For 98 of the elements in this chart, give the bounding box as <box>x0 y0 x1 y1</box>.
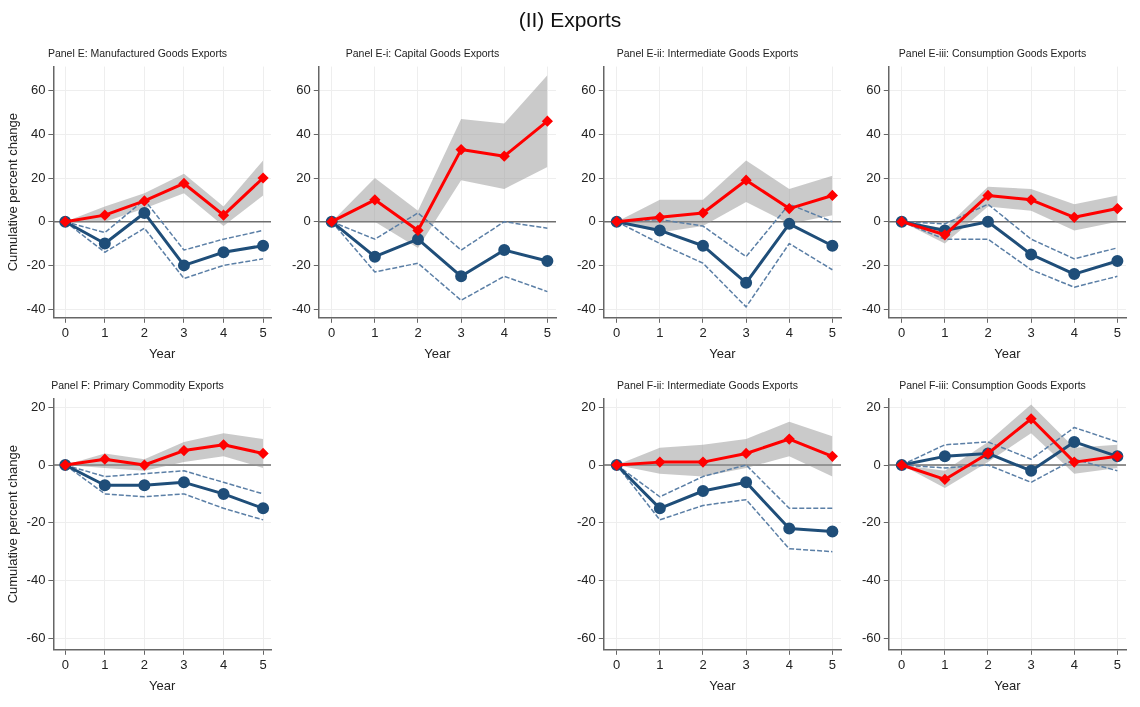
x-axis-title: Year <box>424 345 452 361</box>
x-tick-label: 4 <box>785 325 793 341</box>
x-tick-label: 2 <box>699 657 707 673</box>
x-tick-label: 2 <box>984 657 992 673</box>
y-tick-label: 40 <box>866 125 881 141</box>
x-axis-title: Year <box>709 677 737 693</box>
x-tick-label: 1 <box>941 657 949 673</box>
chart-title: Panel E-ii: Intermediate Goods Exports <box>616 47 799 60</box>
x-tick-label: 4 <box>785 657 793 673</box>
x-tick-label: 5 <box>259 657 267 673</box>
chart-title: Panel E: Manufactured Goods Exports <box>47 47 228 60</box>
y-tick-label: -40 <box>576 300 596 316</box>
x-tick-label: 3 <box>180 325 188 341</box>
chart-title: Panel E-i: Capital Goods Exports <box>345 47 500 60</box>
y-tick-label: 20 <box>866 169 881 185</box>
x-tick-label: 1 <box>656 325 664 341</box>
x-tick-label: 5 <box>1113 657 1121 673</box>
y-tick-label: 0 <box>588 213 596 229</box>
chart-title: Panel E-iii: Consumption Goods Exports <box>898 47 1087 60</box>
x-tick-label: 5 <box>543 325 551 341</box>
x-axis-title: Year <box>149 345 176 361</box>
x-tick-label: 3 <box>1027 325 1035 341</box>
x-tick-label: 5 <box>1113 325 1121 341</box>
y-tick-label: -40 <box>576 572 596 588</box>
y-tick-label: 20 <box>581 398 596 414</box>
x-tick-label: 5 <box>828 657 836 673</box>
x-tick-label: 1 <box>101 657 109 673</box>
y-tick-label: 60 <box>30 82 46 98</box>
x-tick-label: 1 <box>101 325 109 341</box>
x-tick-label: 3 <box>180 657 188 673</box>
text: (II) Exports <box>517 8 623 32</box>
y-tick-label: -40 <box>26 572 46 588</box>
x-tick-label: 4 <box>500 325 508 341</box>
x-tick-label: 2 <box>140 657 149 673</box>
x-tick-label: 5 <box>259 325 267 341</box>
y-tick-label: 20 <box>30 169 46 185</box>
y-tick-label: 20 <box>866 398 881 414</box>
x-tick-label: 3 <box>742 657 750 673</box>
y-tick-label: -40 <box>26 300 46 316</box>
x-tick-label: 0 <box>898 325 906 341</box>
y-tick-label: 20 <box>30 398 46 414</box>
y-tick-label: -20 <box>576 256 596 272</box>
y-tick-label: 40 <box>296 125 311 141</box>
x-tick-label: 4 <box>219 325 228 341</box>
y-tick-label: 0 <box>303 213 311 229</box>
y-tick-label: 60 <box>581 82 596 98</box>
x-tick-label: 3 <box>457 325 465 341</box>
y-tick-label: -40 <box>861 572 881 588</box>
y-tick-label: 0 <box>38 213 46 229</box>
x-tick-label: 3 <box>1027 657 1035 673</box>
x-tick-label: 4 <box>219 657 228 673</box>
y-tick-label: -20 <box>861 514 881 530</box>
x-axis-title: Year <box>149 677 176 693</box>
chart-title: Panel F-ii: Intermediate Goods Exports <box>617 379 798 392</box>
x-tick-label: 0 <box>61 325 69 341</box>
x-axis-title: Year <box>994 677 1022 693</box>
y-axis-title: Cumulative percent change <box>5 445 21 604</box>
x-tick-label: 3 <box>742 325 750 341</box>
x-tick-label: 2 <box>699 325 707 341</box>
y-tick-label: -20 <box>26 514 46 530</box>
y-tick-label: -60 <box>576 629 596 645</box>
x-tick-label: 1 <box>371 325 379 341</box>
y-tick-label: 20 <box>296 169 311 185</box>
x-tick-label: 1 <box>656 657 664 673</box>
x-tick-label: 2 <box>140 325 149 341</box>
x-tick-label: 0 <box>613 325 621 341</box>
y-tick-label: 60 <box>296 82 311 98</box>
y-tick-label: 0 <box>38 456 46 472</box>
x-tick-label: 0 <box>61 657 69 673</box>
y-tick-label: -40 <box>291 300 311 316</box>
y-tick-label: 0 <box>873 213 881 229</box>
x-tick-label: 5 <box>828 325 836 341</box>
x-tick-label: 0 <box>613 657 621 673</box>
y-tick-label: 0 <box>873 456 881 472</box>
x-tick-label: 0 <box>898 657 906 673</box>
y-tick-label: -60 <box>26 629 46 645</box>
x-axis-title: Year <box>994 345 1022 361</box>
y-tick-label: 20 <box>581 169 596 185</box>
y-tick-label: 60 <box>866 82 881 98</box>
y-tick-label: 40 <box>581 125 596 141</box>
y-tick-label: -40 <box>861 300 881 316</box>
chart-title: Panel F-iii: Consumption Goods Exports <box>899 379 1086 392</box>
x-axis-title: Year <box>709 345 737 361</box>
x-tick-label: 4 <box>1070 325 1078 341</box>
y-tick-label: 40 <box>30 125 46 141</box>
x-tick-label: 2 <box>414 325 422 341</box>
y-tick-label: -20 <box>291 256 311 272</box>
x-tick-label: 1 <box>941 325 949 341</box>
y-tick-label: -60 <box>861 629 881 645</box>
y-tick-label: -20 <box>576 514 596 530</box>
y-tick-label: -20 <box>26 256 46 272</box>
x-tick-label: 0 <box>328 325 336 341</box>
y-tick-label: -20 <box>861 256 881 272</box>
x-tick-label: 4 <box>1070 657 1078 673</box>
x-tick-label: 2 <box>984 325 992 341</box>
y-axis-title: Cumulative percent change <box>5 113 21 272</box>
chart-title: Panel F: Primary Commodity Exports <box>51 379 224 392</box>
y-tick-label: 0 <box>588 456 596 472</box>
